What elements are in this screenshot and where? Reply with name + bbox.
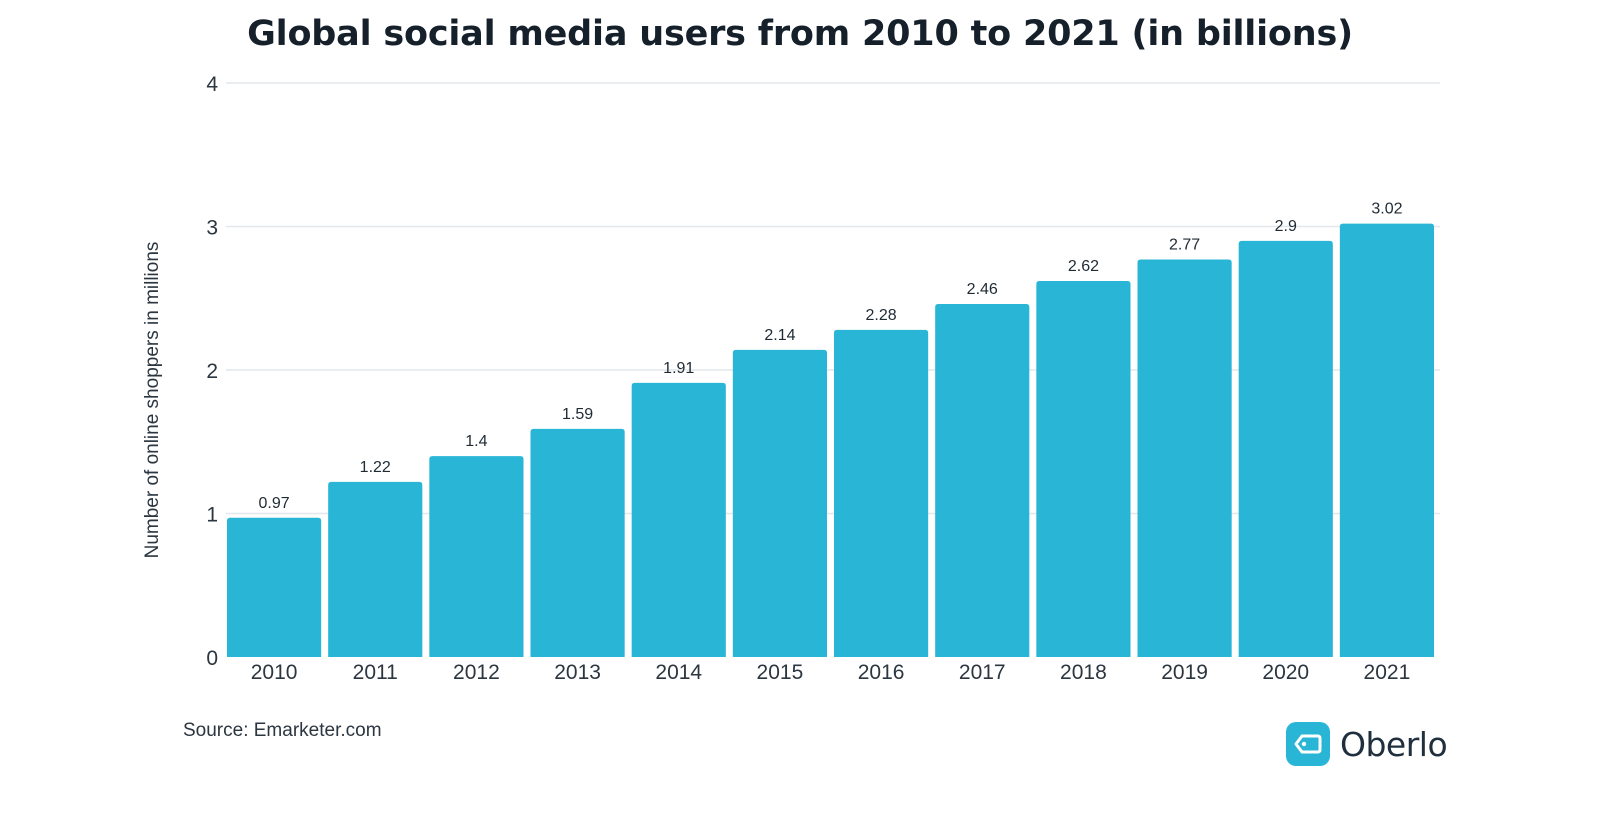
y-tick-label: 4 bbox=[206, 73, 218, 96]
data-label: 2.28 bbox=[866, 307, 897, 324]
x-tick-label: 2011 bbox=[353, 661, 398, 684]
bar-2019 bbox=[1137, 259, 1232, 657]
data-label: 2.62 bbox=[1068, 258, 1099, 275]
bar-2010 bbox=[227, 517, 322, 657]
x-tick-label: 2021 bbox=[1364, 661, 1411, 684]
y-axis-title: Number of online shoppers in millions bbox=[142, 242, 163, 559]
price-tag-icon bbox=[1286, 722, 1330, 766]
brand-name: Oberlo bbox=[1340, 724, 1448, 764]
bar-2013 bbox=[530, 428, 625, 657]
data-label: 1.4 bbox=[465, 433, 487, 450]
data-label: 0.97 bbox=[259, 495, 290, 512]
x-tick-label: 2015 bbox=[757, 661, 804, 684]
data-label: 1.59 bbox=[562, 406, 593, 423]
data-label: 3.02 bbox=[1371, 201, 1402, 218]
data-label: 2.77 bbox=[1169, 237, 1200, 254]
x-tick-label: 2018 bbox=[1060, 661, 1107, 684]
bar-2015 bbox=[732, 349, 827, 657]
bar-2016 bbox=[834, 329, 929, 657]
chart-title: Global social media users from 2010 to 2… bbox=[247, 14, 1353, 54]
x-tick-label: 2020 bbox=[1262, 661, 1309, 684]
bar-2017 bbox=[935, 303, 1030, 657]
x-tick-label: 2019 bbox=[1161, 661, 1208, 684]
brand-logo: Oberlo bbox=[1286, 722, 1448, 766]
data-label: 1.91 bbox=[663, 360, 694, 377]
x-tick-label: 2017 bbox=[959, 661, 1006, 684]
bar-2018 bbox=[1036, 281, 1131, 657]
data-label: 1.22 bbox=[360, 459, 391, 476]
bar-2021 bbox=[1339, 223, 1434, 657]
data-label: 2.46 bbox=[967, 281, 998, 298]
x-tick-label: 2012 bbox=[453, 661, 500, 684]
x-tick-label: 2010 bbox=[251, 661, 298, 684]
y-tick-label: 3 bbox=[206, 217, 218, 240]
x-tick-label: 2014 bbox=[655, 661, 702, 684]
bar-2011 bbox=[328, 481, 423, 657]
data-label: 2.9 bbox=[1275, 218, 1297, 235]
y-tick-label: 0 bbox=[206, 647, 218, 670]
data-label: 2.14 bbox=[764, 327, 795, 344]
bar-2020 bbox=[1238, 240, 1333, 657]
y-tick-label: 2 bbox=[206, 360, 218, 383]
source-note: Source: Emarketer.com bbox=[183, 720, 382, 741]
bar-2012 bbox=[429, 456, 524, 657]
bar-2014 bbox=[631, 382, 726, 657]
x-tick-label: 2013 bbox=[554, 661, 601, 684]
x-tick-label: 2016 bbox=[858, 661, 905, 684]
y-tick-label: 1 bbox=[206, 504, 218, 527]
